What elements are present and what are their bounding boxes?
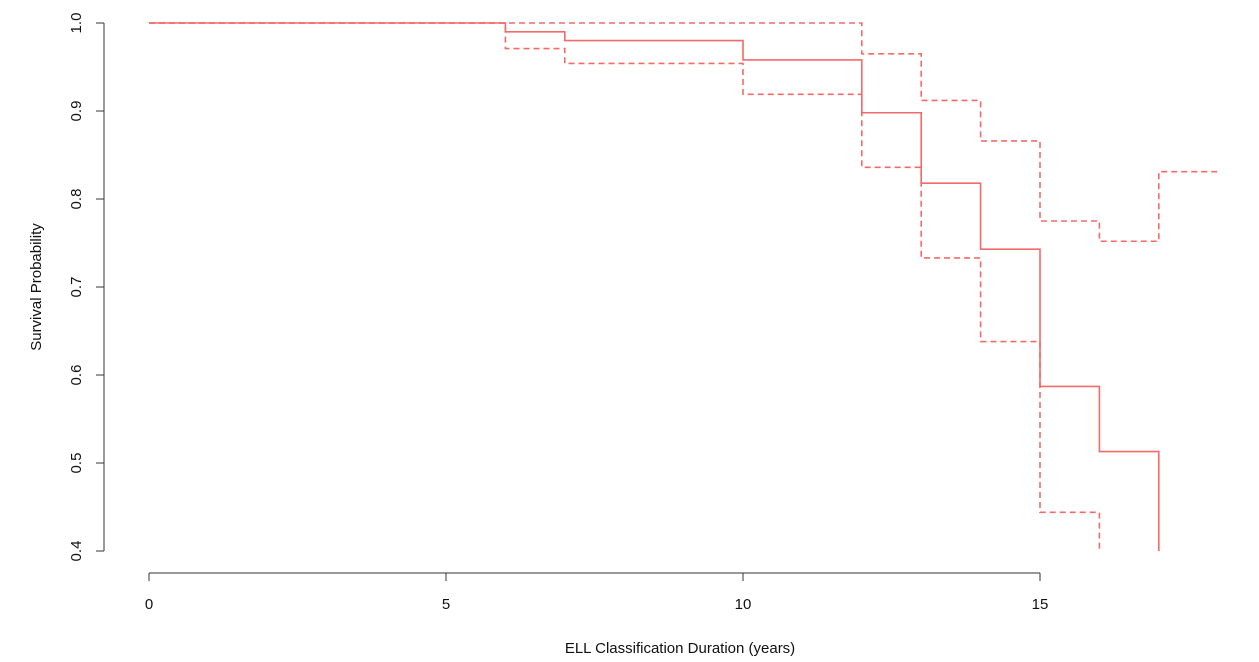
y-tick-label: 1.0 [68, 13, 85, 34]
y-axis-ticks: 0.4 0.5 0.6 0.7 0.8 0.9 1.0 [68, 13, 104, 562]
x-tick-label: 10 [735, 596, 752, 613]
plot-axes [103, 23, 1040, 574]
x-axis-ticks: 0 5 10 15 [145, 573, 1049, 613]
x-tick-label: 15 [1032, 596, 1049, 613]
y-tick-label: 0.8 [68, 189, 85, 210]
upper-ci-line [149, 22, 1219, 243]
y-tick-label: 0.4 [68, 541, 85, 562]
survival-estimate-line [149, 22, 1160, 551]
x-tick-label: 5 [442, 596, 450, 613]
x-axis-title: ELL Classification Duration (years) [565, 640, 795, 657]
y-tick-label: 0.9 [68, 101, 85, 122]
y-tick-label: 0.7 [68, 277, 85, 298]
y-tick-label: 0.5 [68, 453, 85, 474]
survival-curves [149, 22, 1219, 551]
y-axis-title: Survival Probability [28, 223, 45, 351]
lower-ci-line [149, 22, 1101, 551]
y-tick-label: 0.6 [68, 365, 85, 386]
x-tick-label: 0 [145, 596, 153, 613]
